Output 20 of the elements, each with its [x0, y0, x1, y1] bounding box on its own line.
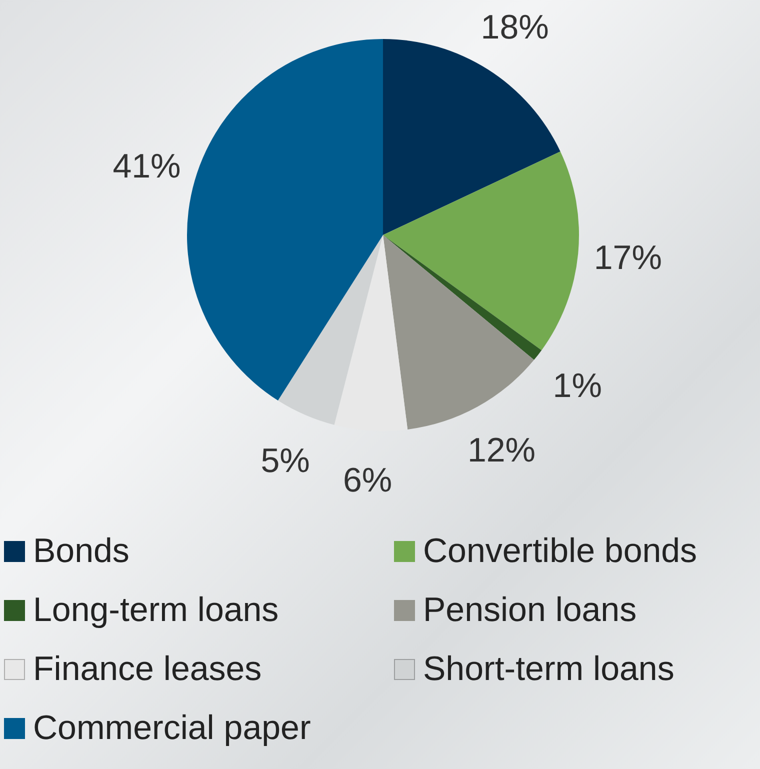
data-label: 41%: [112, 147, 181, 186]
pie-slice: [383, 235, 542, 360]
data-label: 12%: [467, 432, 536, 470]
legend-label: Bonds: [33, 531, 130, 572]
pie-slice: [187, 39, 383, 400]
data-label: 1%: [552, 366, 602, 405]
pie-slice: [383, 235, 534, 430]
pie-slice: [383, 152, 579, 350]
pie-slice: [278, 235, 383, 425]
data-label: 17%: [594, 239, 662, 278]
legend-label: Pension loans: [423, 590, 637, 631]
legend-label: Commercial paper: [33, 708, 311, 749]
legend-label: Long-term loans: [33, 590, 279, 631]
data-label: 5%: [260, 442, 310, 480]
legend-label: Finance leases: [33, 649, 262, 690]
data-label: 18%: [480, 8, 549, 46]
pie-slice: [383, 39, 560, 235]
legend-label: Convertible bonds: [423, 531, 698, 572]
data-label: 6%: [342, 462, 392, 500]
legend-label: Short-term loans: [423, 649, 674, 690]
